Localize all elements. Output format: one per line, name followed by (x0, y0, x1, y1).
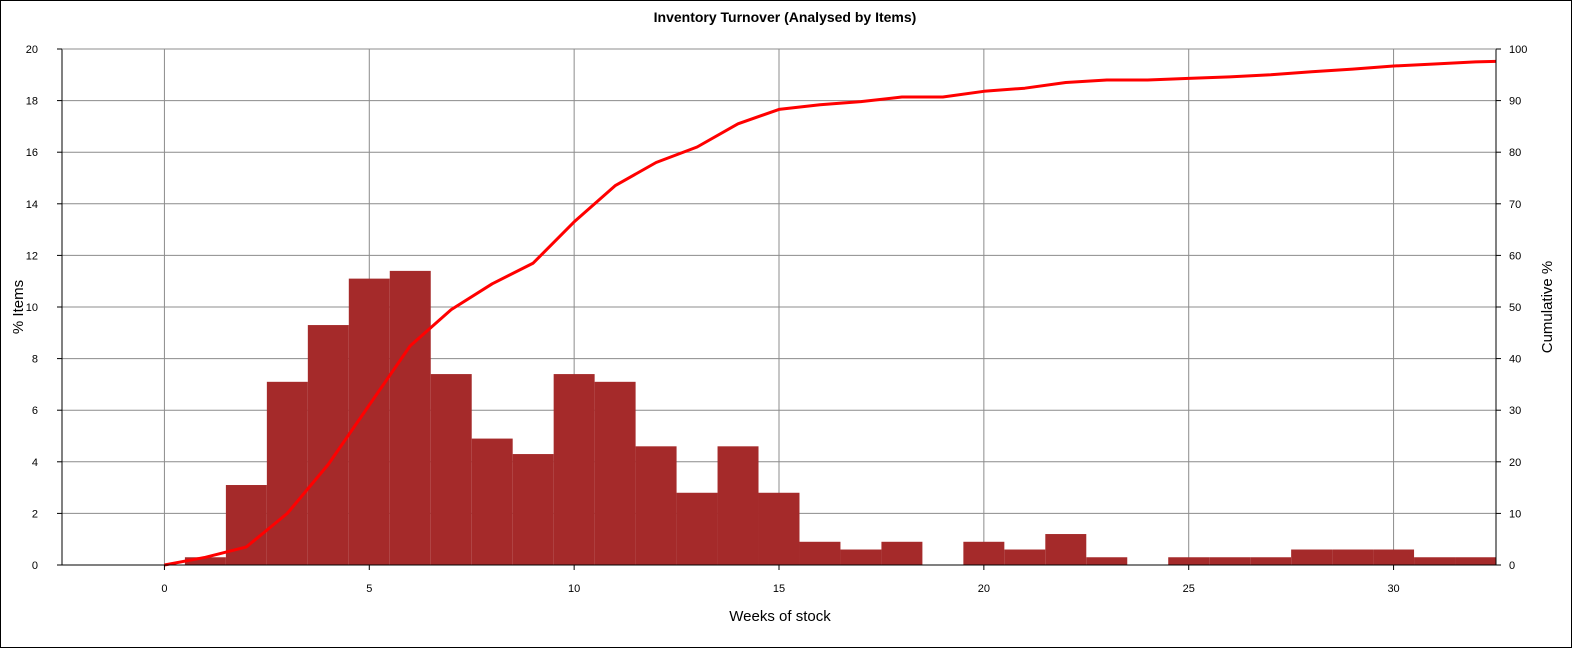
bar (963, 541, 1005, 565)
bar (1086, 557, 1128, 565)
bar (676, 492, 718, 565)
bar (758, 492, 800, 565)
bar (1209, 557, 1251, 565)
y2-tick-label: 20 (1509, 457, 1521, 469)
bar (1168, 557, 1210, 565)
bar (881, 541, 923, 565)
x-tick-label: 30 (1387, 583, 1399, 595)
x-tick-label: 15 (773, 583, 785, 595)
x-tick-label: 20 (978, 583, 990, 595)
bar (1414, 557, 1456, 565)
y2-tick-label: 60 (1509, 250, 1521, 262)
bar (799, 541, 841, 565)
bar (717, 446, 759, 565)
y-tick-label: 6 (32, 405, 38, 417)
x-tick-label: 5 (366, 583, 372, 595)
axes (57, 48, 1501, 570)
bar (594, 381, 636, 565)
bar-series (184, 270, 1496, 565)
y2-tick-label: 90 (1509, 96, 1521, 108)
bar (266, 381, 308, 565)
y2-axis-label: Cumulative % (1539, 261, 1556, 354)
y-tick-label: 8 (32, 354, 38, 366)
y2-tick-label: 100 (1509, 44, 1527, 56)
bar (1332, 549, 1374, 565)
bar (1455, 557, 1496, 565)
bar (184, 557, 226, 565)
y-tick-label: 20 (26, 44, 38, 56)
cumulative-line-series (164, 59, 1497, 567)
x-tick-label: 0 (161, 583, 167, 595)
bar (430, 374, 472, 565)
bar (1045, 534, 1087, 565)
bar (389, 270, 431, 565)
bar (1004, 549, 1046, 565)
y2-tick-label: 70 (1509, 199, 1521, 211)
y-tick-label: 10 (26, 302, 38, 314)
bar (1250, 557, 1292, 565)
bar (840, 549, 882, 565)
bar (471, 438, 513, 565)
bar (1373, 549, 1415, 565)
y-axis-label: % Items (10, 280, 27, 334)
y-tick-label: 4 (32, 457, 38, 469)
chart-title: Inventory Turnover (Analysed by Items) (654, 9, 917, 25)
bar (553, 374, 595, 565)
bar (635, 446, 677, 565)
y2-tick-label: 10 (1509, 508, 1521, 520)
bar (1291, 549, 1333, 565)
x-tick-label: 10 (568, 583, 580, 595)
y-tick-label: 16 (26, 147, 38, 159)
y-tick-label: 14 (26, 199, 38, 211)
y2-tick-label: 80 (1509, 147, 1521, 159)
bar (225, 485, 267, 565)
y-tick-label: 18 (26, 96, 38, 108)
y2-tick-label: 50 (1509, 302, 1521, 314)
y-tick-label: 2 (32, 508, 38, 520)
x-axis-label: Weeks of stock (729, 608, 831, 625)
y-tick-label: 12 (26, 250, 38, 262)
x-tick-label: 25 (1183, 583, 1195, 595)
tick-labels: 0 2 4 6 8 10 12 14 16 18 20 0 10 20 30 40 50 60 70 80 90 100 0… (26, 44, 1528, 595)
bar (348, 278, 390, 565)
y2-tick-label: 0 (1509, 560, 1515, 572)
y2-tick-label: 30 (1509, 405, 1521, 417)
cumulative-line (164, 59, 1497, 567)
bar (512, 454, 554, 565)
y-tick-label: 0 (32, 560, 38, 572)
y2-tick-label: 40 (1509, 354, 1521, 366)
